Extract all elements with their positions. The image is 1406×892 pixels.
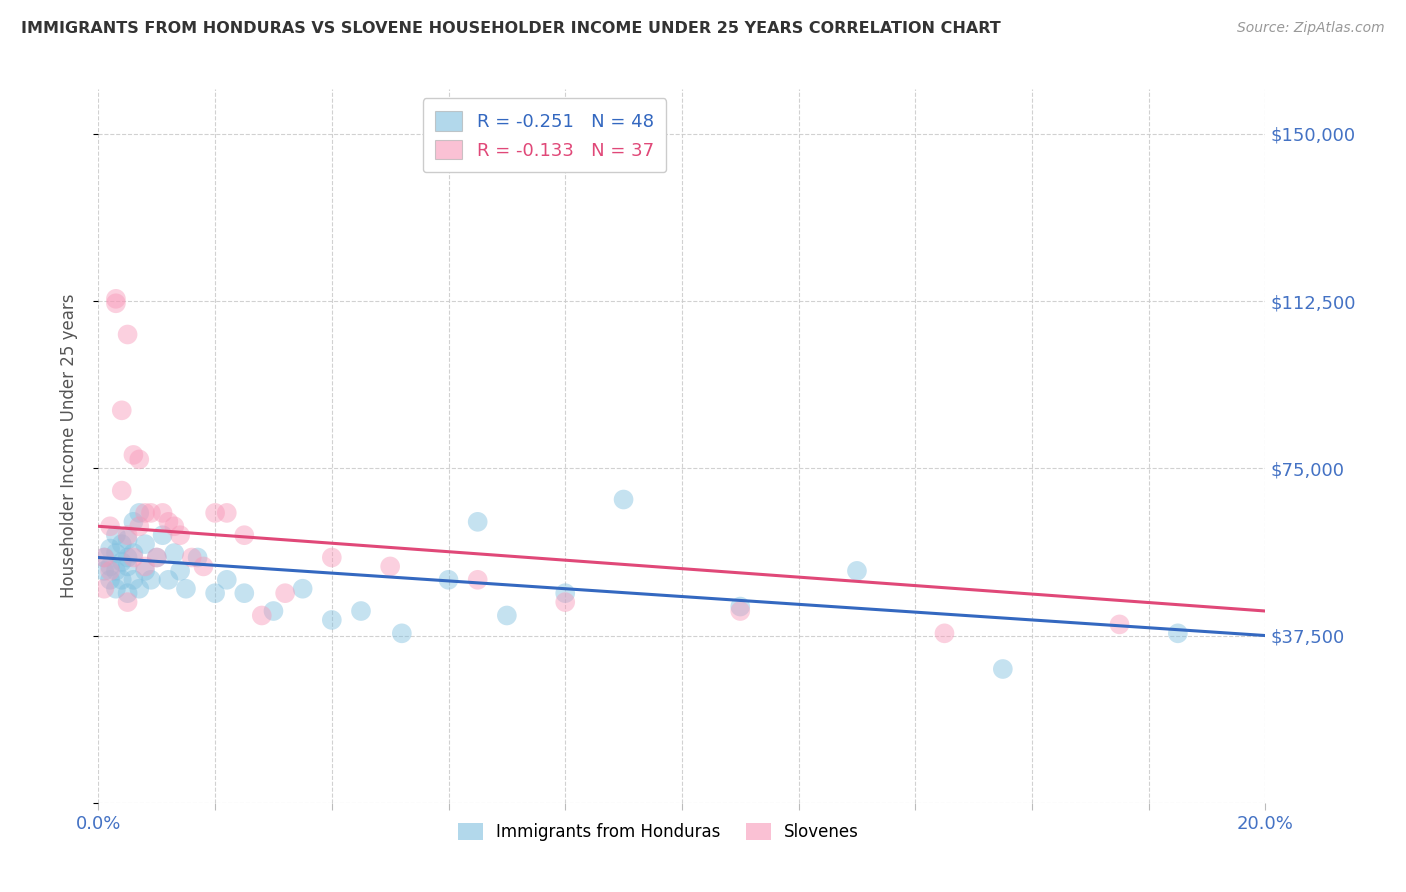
Point (187, 550, 209, 565)
Point (134, 537, 156, 551)
Point (934, 626, 956, 640)
Point (321, 613, 343, 627)
Point (111, 573, 134, 587)
Point (169, 564, 191, 578)
Point (93, 564, 115, 578)
Point (134, 559, 156, 574)
Point (1167, 626, 1189, 640)
Point (128, 452, 150, 467)
Point (146, 550, 169, 565)
Point (215, 573, 238, 587)
Point (93, 582, 115, 596)
Point (250, 608, 273, 623)
Point (152, 506, 174, 520)
Point (193, 559, 215, 574)
Point (104, 564, 127, 578)
Point (274, 586, 297, 600)
Point (122, 573, 145, 587)
Point (350, 604, 373, 618)
Point (437, 573, 460, 587)
Point (128, 519, 150, 533)
Point (730, 604, 752, 618)
Point (730, 599, 752, 614)
Point (612, 492, 634, 507)
Point (98, 559, 121, 574)
Point (262, 604, 284, 618)
Point (111, 555, 134, 569)
Point (291, 582, 314, 596)
Point (233, 586, 256, 600)
Point (139, 573, 162, 587)
Point (111, 403, 134, 417)
Point (128, 506, 150, 520)
Point (98, 541, 121, 556)
Point (117, 533, 139, 547)
Point (134, 506, 156, 520)
Point (122, 550, 145, 565)
Point (134, 564, 156, 578)
Point (93, 550, 115, 565)
Point (204, 586, 226, 600)
Point (104, 292, 127, 306)
Point (991, 662, 1014, 676)
Point (104, 528, 127, 542)
Point (846, 564, 869, 578)
Point (174, 582, 197, 596)
Point (496, 608, 519, 623)
Point (98, 573, 121, 587)
Point (157, 515, 180, 529)
Point (128, 582, 150, 596)
Point (117, 528, 139, 542)
Point (139, 506, 162, 520)
Point (169, 528, 191, 542)
Point (180, 550, 202, 565)
Point (117, 586, 139, 600)
Point (204, 506, 226, 520)
Point (104, 546, 127, 560)
Text: Source: ZipAtlas.com: Source: ZipAtlas.com (1237, 21, 1385, 35)
Point (163, 519, 186, 533)
Point (146, 550, 169, 565)
Point (122, 515, 145, 529)
Point (163, 546, 186, 560)
Point (554, 586, 576, 600)
Point (467, 573, 489, 587)
Point (157, 573, 180, 587)
Point (122, 546, 145, 560)
Point (467, 515, 489, 529)
Point (111, 537, 134, 551)
Point (98, 564, 121, 578)
Point (98, 519, 121, 533)
Point (321, 550, 343, 565)
Point (117, 550, 139, 565)
Point (117, 327, 139, 342)
Point (233, 528, 256, 542)
Text: IMMIGRANTS FROM HONDURAS VS SLOVENE HOUSEHOLDER INCOME UNDER 25 YEARS CORRELATIO: IMMIGRANTS FROM HONDURAS VS SLOVENE HOUS… (21, 21, 1001, 36)
Legend: Immigrants from Honduras, Slovenes: Immigrants from Honduras, Slovenes (451, 816, 866, 848)
Point (117, 595, 139, 609)
Point (104, 582, 127, 596)
Point (1108, 617, 1130, 632)
Point (93, 550, 115, 565)
Y-axis label: Householder Income Under 25 years: Householder Income Under 25 years (59, 293, 77, 599)
Point (380, 559, 402, 574)
Point (117, 559, 139, 574)
Point (104, 296, 127, 310)
Point (391, 626, 413, 640)
Point (111, 483, 134, 498)
Point (152, 528, 174, 542)
Point (554, 595, 576, 609)
Point (122, 448, 145, 462)
Point (215, 506, 238, 520)
